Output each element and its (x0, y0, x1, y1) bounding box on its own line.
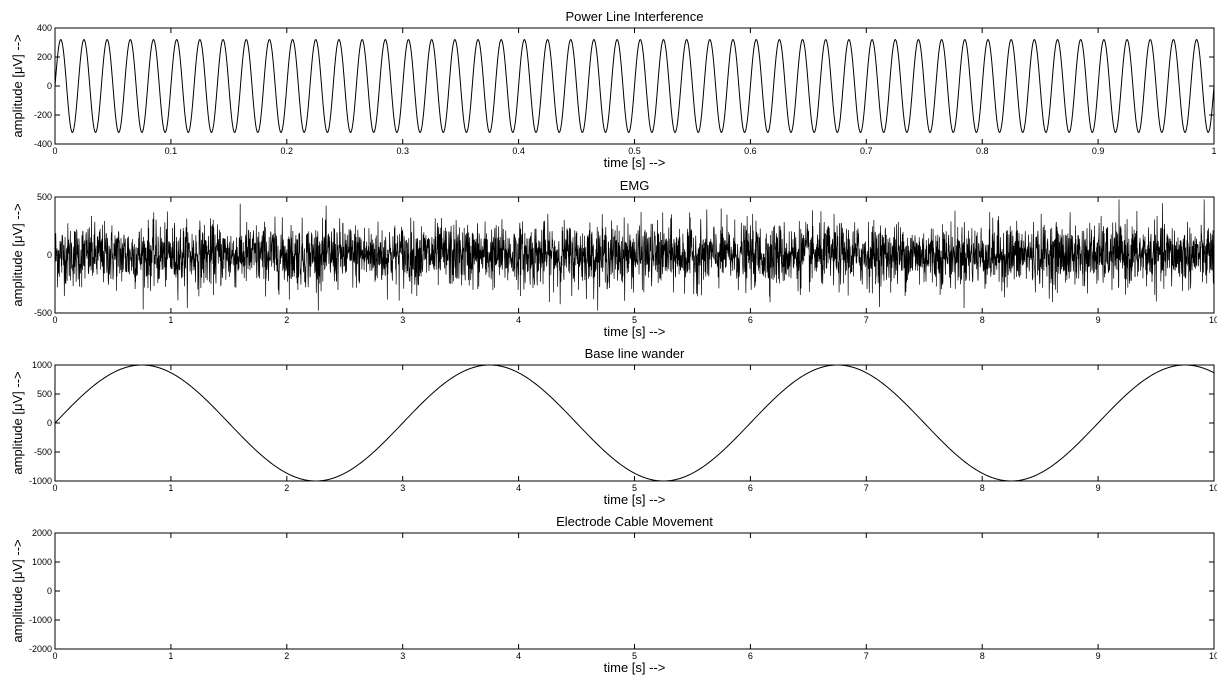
x-tick-label: 10 (1209, 315, 1217, 325)
x-tick-label: 1 (1211, 146, 1216, 156)
y-tick-label: 0 (47, 586, 52, 596)
x-tick-label: 2 (284, 483, 289, 493)
y-tick-label: 0 (47, 81, 52, 91)
x-tick-label: 0 (52, 483, 57, 493)
chart-panel-4: Electrode Cable Movement 0 1 2 3 4 5 6 7 8 9 10 2000… (10, 514, 1217, 675)
series-line (55, 365, 1214, 481)
x-tick-label: 0.2 (281, 146, 294, 156)
x-tick-label: 3 (400, 651, 405, 661)
x-tick-label: 0.6 (744, 146, 757, 156)
x-tick-label: 0 (52, 146, 57, 156)
y-axis-label: amplitude [μV] --> (10, 203, 25, 306)
x-tick-label: 5 (632, 651, 637, 661)
y-tick-label: 400 (37, 23, 52, 33)
x-tick-label: 2 (284, 651, 289, 661)
x-tick-label: 0 (52, 315, 57, 325)
axes-frame (54, 532, 1215, 650)
x-tick-label: 8 (980, 315, 985, 325)
x-tick-label: 9 (1096, 483, 1101, 493)
x-tick-label: 0.3 (396, 146, 409, 156)
x-tick-label: 10 (1209, 483, 1217, 493)
x-tick-label: 7 (864, 651, 869, 661)
y-tick-label: 1000 (32, 360, 52, 370)
x-tick-label: 9 (1096, 315, 1101, 325)
x-tick-label: 0.8 (976, 146, 989, 156)
x-axis-label: time [s] --> (604, 324, 666, 339)
y-tick-label: -1000 (29, 476, 52, 486)
x-tick-label: 1 (168, 651, 173, 661)
y-tick-label: -200 (34, 110, 52, 120)
x-tick-label: 6 (748, 315, 753, 325)
x-tick-label: 7 (864, 483, 869, 493)
y-axis-label: amplitude [μV] --> (10, 371, 25, 474)
x-axis-label: time [s] --> (604, 660, 666, 675)
x-tick-label: 3 (400, 483, 405, 493)
x-tick-label: 6 (748, 651, 753, 661)
x-tick-label: 4 (516, 651, 521, 661)
x-tick-label: 0.7 (860, 146, 873, 156)
x-tick-label: 9 (1096, 651, 1101, 661)
y-tick-label: 500 (37, 192, 52, 202)
x-tick-label: 1 (168, 315, 173, 325)
series-line (55, 199, 1214, 311)
x-tick-label: 10 (1209, 651, 1217, 661)
series-line (55, 39, 1214, 133)
x-tick-label: 4 (516, 315, 521, 325)
x-tick-label: 3 (400, 315, 405, 325)
x-tick-label: 0.4 (512, 146, 525, 156)
x-tick-label: 2 (284, 315, 289, 325)
y-axis-label: amplitude [μV] --> (10, 539, 25, 642)
x-tick-label: 6 (748, 483, 753, 493)
x-axis-label: time [s] --> (604, 492, 666, 507)
x-tick-label: 0.1 (165, 146, 178, 156)
panel-title: Base line wander (585, 346, 685, 361)
x-axis-label: time [s] --> (604, 155, 666, 170)
y-tick-label: -400 (34, 139, 52, 149)
chart-panel-3: Base line wander 0 1 2 3 4 5 6 7 8 9 10 1000 500 0 -500… (10, 346, 1217, 507)
y-tick-label: -1000 (29, 615, 52, 625)
x-tick-label: 4 (516, 483, 521, 493)
y-tick-label: 2000 (32, 528, 52, 538)
x-tick-label: 8 (980, 483, 985, 493)
y-tick-label: -500 (34, 308, 52, 318)
y-tick-label: -2000 (29, 644, 52, 654)
y-tick-label: 1000 (32, 557, 52, 567)
y-tick-label: 0 (47, 418, 52, 428)
y-tick-label: 500 (37, 389, 52, 399)
x-tick-label: 1 (168, 483, 173, 493)
y-tick-label: 200 (37, 52, 52, 62)
y-axis-label: amplitude [μV] --> (10, 34, 25, 137)
x-tick-label: 0.9 (1092, 146, 1105, 156)
x-tick-label: 5 (632, 483, 637, 493)
y-tick-label: 0 (47, 250, 52, 260)
panel-title: Electrode Cable Movement (556, 514, 713, 529)
panel-title: Power Line Interference (565, 9, 703, 24)
panel-title: EMG (620, 178, 650, 193)
chart-panel-1: Power Line Interference 0 0.1 0.2 0.3 0.4 0.5 0… (10, 9, 1217, 170)
x-tick-label: 0.5 (628, 146, 641, 156)
x-tick-label: 0 (52, 651, 57, 661)
x-tick-label: 8 (980, 651, 985, 661)
y-tick-label: -500 (34, 447, 52, 457)
x-tick-label: 5 (632, 315, 637, 325)
x-tick-label: 7 (864, 315, 869, 325)
